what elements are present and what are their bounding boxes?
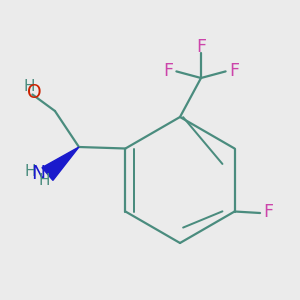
Text: F: F [229, 61, 239, 80]
Text: F: F [163, 61, 173, 80]
Text: N: N [31, 164, 45, 183]
Text: O: O [27, 83, 41, 103]
Text: H: H [24, 79, 35, 94]
Text: H: H [38, 173, 50, 188]
Polygon shape [42, 147, 79, 180]
Text: F: F [263, 203, 273, 221]
Text: F: F [196, 38, 207, 56]
Text: H: H [24, 164, 36, 179]
